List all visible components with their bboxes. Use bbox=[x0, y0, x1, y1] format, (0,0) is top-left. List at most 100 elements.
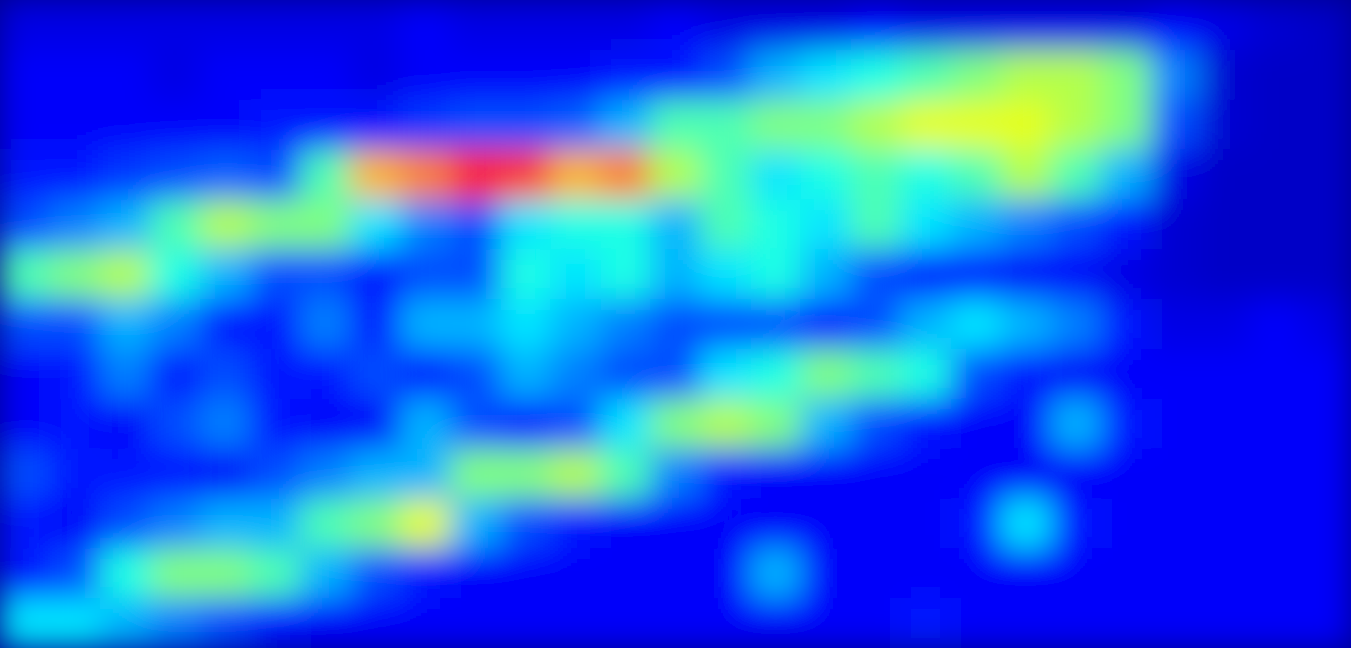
heatmap-cell bbox=[951, 598, 1002, 648]
heatmap-cell bbox=[400, 50, 451, 100]
heatmap-cell bbox=[450, 150, 501, 200]
heatmap-cell bbox=[350, 598, 401, 648]
heatmap-cell bbox=[100, 449, 151, 499]
heatmap-cell bbox=[951, 150, 1002, 200]
heatmap-cell bbox=[50, 150, 101, 200]
heatmap-cell bbox=[400, 0, 451, 50]
heatmap-cell bbox=[600, 199, 651, 249]
heatmap-cell bbox=[350, 498, 401, 548]
heatmap-cell bbox=[1301, 199, 1351, 249]
heatmap-cell bbox=[150, 548, 201, 598]
heatmap-cell bbox=[350, 199, 401, 249]
heatmap-cell bbox=[1101, 249, 1152, 299]
heatmap-cell bbox=[50, 299, 101, 349]
heatmap-cell bbox=[1001, 100, 1052, 150]
heatmap-cell bbox=[50, 548, 101, 598]
heatmap-cell bbox=[1051, 299, 1102, 349]
heatmap-cell bbox=[801, 548, 852, 598]
heatmap-cell bbox=[100, 548, 151, 598]
heatmap-cell bbox=[650, 199, 701, 249]
heatmap-cell bbox=[0, 50, 51, 100]
heatmap-cell bbox=[650, 249, 701, 299]
heatmap-cell bbox=[50, 50, 101, 100]
heatmap-cell bbox=[0, 498, 51, 548]
heatmap-cell bbox=[751, 399, 802, 449]
heatmap-cell bbox=[1301, 449, 1351, 499]
heatmap-cell bbox=[350, 0, 401, 50]
heatmap-cell bbox=[650, 349, 701, 399]
heatmap-cell bbox=[751, 100, 802, 150]
heatmap-cell bbox=[801, 50, 852, 100]
heatmap-cell bbox=[1301, 498, 1351, 548]
heatmap-cell bbox=[1001, 150, 1052, 200]
heatmap-cell bbox=[300, 50, 351, 100]
heatmap-cell bbox=[1151, 50, 1202, 100]
heatmap-cell bbox=[550, 449, 601, 499]
heatmap-cell bbox=[1201, 150, 1252, 200]
heatmap-cell bbox=[1001, 349, 1052, 399]
heatmap-cell bbox=[951, 199, 1002, 249]
heatmap-cell bbox=[851, 199, 902, 249]
heatmap-cell bbox=[550, 498, 601, 548]
heatmap-cell bbox=[701, 449, 752, 499]
heatmap-cell bbox=[450, 349, 501, 399]
heatmap-cell bbox=[1001, 598, 1052, 648]
heatmap-cell bbox=[701, 150, 752, 200]
heatmap-cell bbox=[751, 150, 802, 200]
heatmap-cell bbox=[400, 449, 451, 499]
heatmap-cell bbox=[1151, 598, 1202, 648]
heatmap-cell bbox=[1301, 249, 1351, 299]
heatmap-cell bbox=[300, 498, 351, 548]
heatmap-cell bbox=[901, 349, 952, 399]
heatmap-cell bbox=[1101, 299, 1152, 349]
heatmap-cell bbox=[1001, 399, 1052, 449]
heatmap-cell bbox=[801, 100, 852, 150]
heatmap-cell bbox=[1001, 249, 1052, 299]
heatmap-cell bbox=[150, 199, 201, 249]
heatmap-cell bbox=[450, 498, 501, 548]
heatmap-cell bbox=[250, 0, 301, 50]
heatmap-cell bbox=[951, 449, 1002, 499]
heatmap-cell bbox=[1201, 498, 1252, 548]
heatmap-cell bbox=[1101, 598, 1152, 648]
heatmap-cell bbox=[1251, 498, 1302, 548]
heatmap-cell bbox=[801, 0, 852, 50]
heatmap-cell bbox=[1101, 100, 1152, 150]
heatmap-cell bbox=[500, 100, 551, 150]
heatmap-cell bbox=[0, 199, 51, 249]
heatmap-cell bbox=[650, 548, 701, 598]
heatmap-cell bbox=[751, 0, 802, 50]
heatmap-cell bbox=[1251, 150, 1302, 200]
heatmap-cell bbox=[650, 100, 701, 150]
heatmap-cell bbox=[951, 249, 1002, 299]
heatmap-cell bbox=[200, 299, 251, 349]
heatmap-cell bbox=[0, 349, 51, 399]
heatmap-cell bbox=[751, 349, 802, 399]
heatmap-cell bbox=[200, 100, 251, 150]
heatmap-cell bbox=[1201, 0, 1252, 50]
heatmap-cell bbox=[1051, 349, 1102, 399]
heatmap-cell bbox=[901, 50, 952, 100]
heatmap-cell bbox=[851, 548, 902, 598]
heatmap-cell bbox=[150, 50, 201, 100]
heatmap-cell bbox=[250, 349, 301, 399]
heatmap-cell bbox=[600, 50, 651, 100]
heatmap-cell bbox=[600, 449, 651, 499]
heatmap-cell bbox=[50, 598, 101, 648]
heatmap-cell bbox=[701, 50, 752, 100]
heatmap-cell bbox=[300, 399, 351, 449]
heatmap-cell bbox=[600, 249, 651, 299]
heatmap-cell bbox=[250, 399, 301, 449]
heatmap-cell bbox=[100, 598, 151, 648]
heatmap-cell bbox=[1001, 498, 1052, 548]
heatmap-cell bbox=[1151, 548, 1202, 598]
heatmap-cell bbox=[1251, 100, 1302, 150]
heatmap-cell bbox=[1051, 548, 1102, 598]
heatmap-cell bbox=[250, 598, 301, 648]
heatmap-cell bbox=[951, 548, 1002, 598]
heatmap-cell bbox=[150, 299, 201, 349]
heatmap-cell bbox=[1101, 498, 1152, 548]
heatmap-cell bbox=[150, 150, 201, 200]
heatmap-cell bbox=[1251, 249, 1302, 299]
heatmap-cell bbox=[450, 249, 501, 299]
